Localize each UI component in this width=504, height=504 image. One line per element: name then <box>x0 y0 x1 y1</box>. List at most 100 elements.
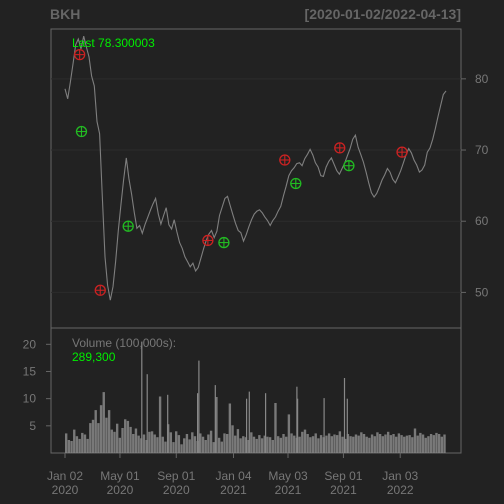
volume-bar <box>271 440 274 453</box>
x-tick-label: May 03 <box>268 469 308 483</box>
x-tick-year-label: 2021 <box>220 483 247 497</box>
volume-bar <box>247 440 250 453</box>
volume-bar <box>301 431 304 453</box>
volume-spike-bar <box>346 398 348 453</box>
volume-title: Volume (100,000s): <box>72 336 176 350</box>
volume-bar <box>319 435 323 453</box>
volume-tick-label: 10 <box>23 392 37 406</box>
volume-bar <box>150 431 154 453</box>
price-line <box>64 35 447 301</box>
volume-bar <box>164 441 167 453</box>
volume-bar <box>201 436 205 453</box>
volume-bar <box>83 434 87 453</box>
volume-spike-bar <box>296 386 298 453</box>
volume-bar <box>298 436 301 453</box>
sell-signal-marker <box>334 142 346 154</box>
volume-bar <box>73 429 76 453</box>
volume-bar <box>107 410 111 453</box>
x-tick-label: Sep 01 <box>324 469 362 483</box>
volume-spike-bar <box>198 360 200 453</box>
volume-bar <box>386 431 390 453</box>
x-tick-year-label: 2020 <box>52 483 79 497</box>
volume-bar <box>220 441 223 453</box>
volume-bar <box>279 437 283 453</box>
volume-bar <box>274 403 277 453</box>
chart-symbol-title: BKH <box>50 6 80 22</box>
volume-bar <box>191 432 194 453</box>
volume-bar <box>99 405 103 453</box>
volume-bar <box>180 444 183 453</box>
volume-bar <box>225 434 229 453</box>
volume-spike-bar <box>297 398 299 453</box>
volume-bar <box>424 437 427 453</box>
volume-bar <box>228 403 232 453</box>
volume-bar <box>67 440 71 453</box>
x-tick-label: May 01 <box>100 469 140 483</box>
volume-spike-bar <box>214 385 216 453</box>
volume-bar <box>419 432 422 453</box>
volume-bar <box>153 434 156 453</box>
volume-bar <box>266 436 269 453</box>
volume-bar <box>81 432 84 453</box>
buy-signal-marker <box>75 125 88 138</box>
volume-bar <box>94 410 97 453</box>
volume-bar <box>376 432 379 453</box>
volume-bar <box>389 435 393 453</box>
volume-bar <box>413 428 417 453</box>
volume-bar <box>411 437 414 453</box>
volume-bar <box>207 434 210 453</box>
volume-last-label: 289,300 <box>72 350 116 364</box>
volume-bar <box>293 435 296 453</box>
last-price-label: Last 78.300003 <box>72 36 155 50</box>
chart-date-range: [2020-01-02/2022-04-13] <box>305 6 461 22</box>
volume-bar <box>258 435 261 453</box>
volume-bar <box>142 434 146 453</box>
volume-bar <box>268 437 272 453</box>
volume-bar <box>397 433 401 453</box>
volume-bar <box>175 431 178 453</box>
volume-bar <box>352 436 355 453</box>
volume-spike-bar <box>246 398 248 453</box>
volume-spike-bar <box>146 374 148 453</box>
volume-bar <box>223 433 226 453</box>
volume-spike-bar <box>167 394 169 453</box>
volume-bar <box>105 417 108 453</box>
volume-bar <box>132 434 135 453</box>
volume-bar <box>421 434 425 453</box>
buy-signal-marker <box>290 177 302 190</box>
volume-tick-label: 15 <box>23 364 37 378</box>
volume-bar <box>236 429 240 453</box>
volume-spike-bar <box>141 341 143 453</box>
volume-bar <box>102 392 105 453</box>
volume-bar <box>161 436 164 453</box>
volume-bar <box>260 438 264 453</box>
volume-tick-label: 20 <box>23 337 37 351</box>
volume-bar <box>185 434 189 453</box>
volume-bar <box>188 439 191 453</box>
volume-bar <box>435 432 438 453</box>
volume-bar <box>392 434 395 453</box>
volume-bar <box>89 423 92 453</box>
volume-bar <box>333 434 336 453</box>
volume-bar <box>317 438 320 453</box>
sell-signal-marker <box>94 284 106 296</box>
volume-bar <box>239 438 242 453</box>
volume-bar <box>443 434 446 453</box>
volume-bar <box>242 436 245 453</box>
volume-spike-bar <box>265 393 267 453</box>
volume-bar <box>360 432 363 453</box>
volume-bar <box>344 438 347 453</box>
volume-bar <box>78 438 81 453</box>
x-tick-label: Jan 03 <box>382 469 418 483</box>
volume-bar <box>115 423 119 453</box>
volume-bar <box>121 428 124 453</box>
volume-spike-bar <box>197 393 199 453</box>
volume-bar <box>209 430 213 453</box>
volume-bar <box>338 431 342 453</box>
volume-bar <box>285 436 288 453</box>
volume-bar <box>183 438 186 453</box>
volume-bar <box>91 419 95 453</box>
volume-bar <box>282 434 285 453</box>
